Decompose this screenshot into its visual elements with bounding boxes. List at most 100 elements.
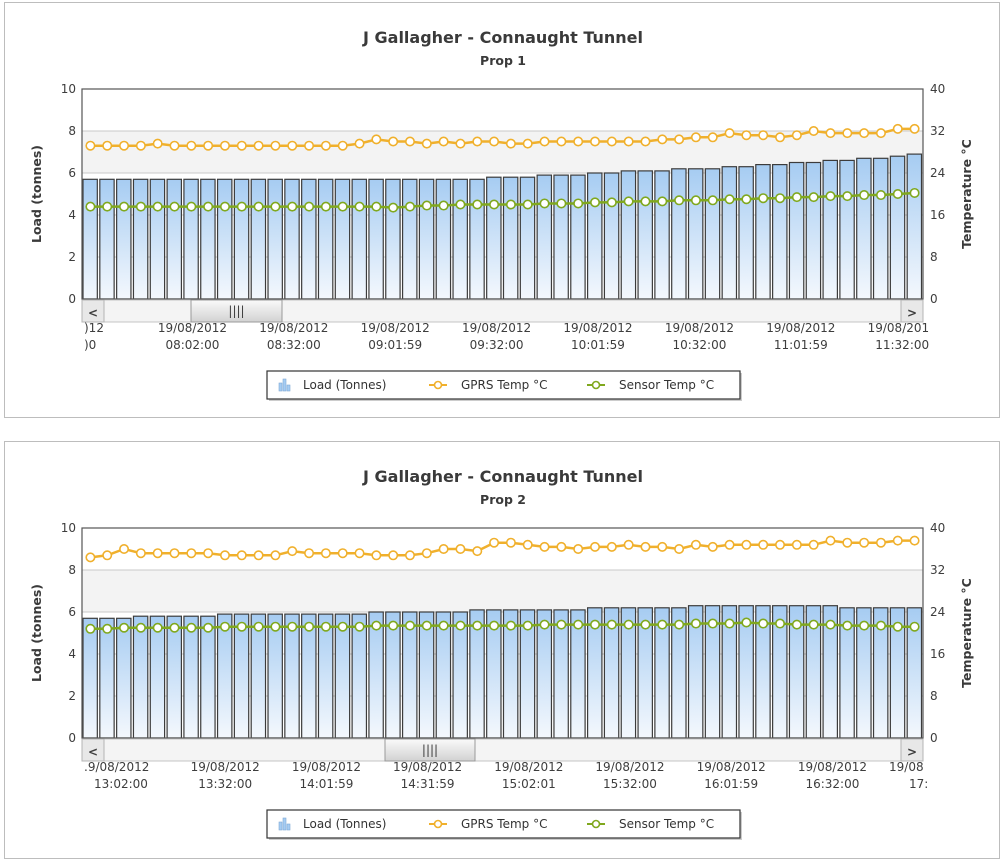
gprs-temp-point xyxy=(859,128,870,139)
gprs-temp-point xyxy=(556,541,567,552)
gprs-temp-point xyxy=(590,541,601,552)
sensor-temp-point xyxy=(354,621,365,632)
y2-axis-tick-label: 40 xyxy=(930,521,945,535)
gprs-temp-point xyxy=(573,136,584,147)
bar-load xyxy=(385,611,401,739)
sensor-temp-point xyxy=(892,621,903,632)
bar-load xyxy=(166,615,183,739)
sensor-temp-point xyxy=(455,620,466,631)
gprs-temp-point xyxy=(388,136,399,147)
gprs-temp-point xyxy=(354,548,365,559)
gprs-temp-point xyxy=(842,128,853,139)
sensor-temp-point xyxy=(489,620,500,631)
sensor-temp-point xyxy=(724,194,735,205)
gprs-temp-point xyxy=(320,140,331,151)
gprs-temp-point xyxy=(152,548,163,559)
sensor-temp-point xyxy=(606,197,617,208)
bar-load xyxy=(671,168,687,300)
gprs-temp-point xyxy=(421,138,432,149)
sensor-temp-point xyxy=(135,622,146,633)
scroll-right-button[interactable] xyxy=(900,738,924,762)
sensor-temp-point xyxy=(556,198,567,209)
gprs-temp-point xyxy=(404,550,415,561)
bar-load xyxy=(233,613,250,739)
gprs-temp-point xyxy=(489,537,500,548)
bar-load xyxy=(637,170,653,300)
x-axis-tick-date: .9/08/2012 xyxy=(84,760,149,774)
legend-label-sensor: Sensor Temp °C xyxy=(619,378,714,392)
y2-axis-tick-label: 16 xyxy=(930,208,945,222)
sensor-temp-point xyxy=(505,620,516,631)
gprs-temp-point xyxy=(522,138,533,149)
bar-load xyxy=(654,170,670,300)
y-axis-tick-label: 10 xyxy=(61,82,76,96)
scrollbar-thumb[interactable] xyxy=(384,738,476,762)
sensor-temp-point xyxy=(236,621,247,632)
bar-load xyxy=(132,615,149,739)
gprs-temp-point xyxy=(270,550,281,561)
gprs-temp-point xyxy=(690,539,701,550)
gprs-temp-point xyxy=(489,136,500,147)
sensor-temp-point xyxy=(724,618,735,629)
x-axis-tick-date: 19/08/2012 xyxy=(393,760,462,774)
x-axis-tick-time: 14:31:59 xyxy=(401,777,455,791)
sensor-temp-point xyxy=(573,198,584,209)
y2-axis-title: Temperature °C xyxy=(959,578,974,688)
gprs-temp-point xyxy=(135,548,146,559)
sensor-temp-point xyxy=(354,201,365,212)
scroll-right-button[interactable] xyxy=(900,299,924,323)
bar-chart-icon xyxy=(278,378,291,392)
gprs-temp-point xyxy=(270,140,281,151)
scroll-left-button[interactable] xyxy=(81,299,105,323)
scroll-left-button[interactable] xyxy=(81,738,105,762)
sensor-temp-point xyxy=(102,201,113,212)
gprs-temp-point xyxy=(707,132,718,143)
bar-chart-icon-bar xyxy=(286,823,291,831)
x-axis-tick-date: 19/08/2012 xyxy=(665,321,734,335)
bar-load xyxy=(704,168,721,300)
gprs-temp-point xyxy=(674,544,685,555)
sensor-temp-point xyxy=(388,620,399,631)
gprs-temp-point xyxy=(825,128,836,139)
sensor-temp-point xyxy=(270,621,281,632)
scrollbar-track[interactable] xyxy=(81,738,924,762)
x-axis-tick-date: 19/08/2012 xyxy=(191,760,260,774)
sensor-temp-point xyxy=(404,620,415,631)
x-axis-tick-time: 10:32:00 xyxy=(672,338,726,352)
line-marker-icon xyxy=(433,819,443,829)
sensor-temp-point xyxy=(421,200,432,211)
x-axis-tick-date: 19/08/2012 xyxy=(563,321,632,335)
bar-load xyxy=(385,178,401,300)
sensor-temp-point xyxy=(287,201,298,212)
gprs-temp-point xyxy=(522,539,533,550)
sensor-temp-point xyxy=(119,201,130,212)
legend-label-sensor: Sensor Temp °C xyxy=(619,817,714,831)
gprs-temp-point xyxy=(707,541,718,552)
bar-load xyxy=(755,164,771,300)
gprs-temp-point xyxy=(606,541,617,552)
bar-load xyxy=(99,178,115,300)
sensor-temp-point xyxy=(472,199,483,210)
scrollbar-thumb[interactable] xyxy=(190,299,283,323)
y2-axis-tick-label: 8 xyxy=(930,250,938,264)
bar-load xyxy=(570,174,586,300)
y-axis-tick-label: 6 xyxy=(68,166,76,180)
bar-load xyxy=(906,153,923,300)
gprs-temp-point xyxy=(455,138,466,149)
bar-load xyxy=(250,613,267,739)
gprs-temp-point xyxy=(808,126,819,137)
y-axis-title: Load (tonnes) xyxy=(29,584,44,682)
sensor-temp-point xyxy=(522,199,533,210)
bar-load xyxy=(183,615,199,739)
sensor-temp-point xyxy=(203,622,214,633)
x-axis-tick-time: 13:32:00 xyxy=(198,777,252,791)
bar-load xyxy=(839,159,855,300)
bar-load xyxy=(200,615,216,739)
y-axis-tick-label: 0 xyxy=(68,292,76,306)
x-axis-tick-time: 09:01:59 xyxy=(368,338,422,352)
bar-load xyxy=(452,178,468,300)
x-axis-tick-time: 10:01:59 xyxy=(571,338,625,352)
gprs-temp-point xyxy=(472,136,483,147)
sensor-temp-point xyxy=(707,195,718,206)
